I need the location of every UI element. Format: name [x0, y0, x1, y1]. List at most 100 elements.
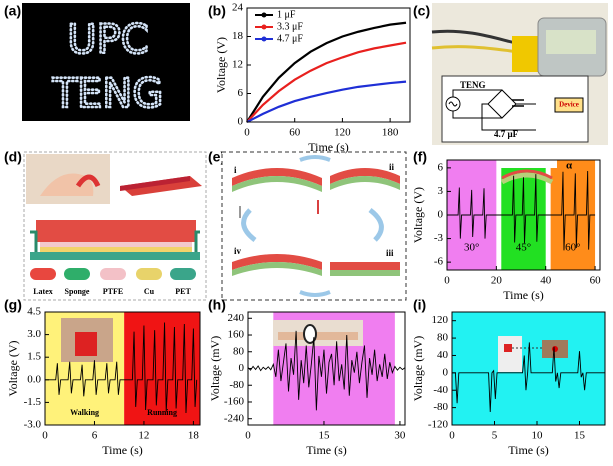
x-tick-label: 18	[188, 430, 200, 442]
x-tick-label: 0	[42, 430, 48, 442]
y-axis-label: Voltage (mV)	[208, 336, 222, 401]
panel-label: (e)	[208, 149, 225, 165]
y-tick-label: 160	[228, 329, 245, 341]
x-tick-label: 0	[449, 430, 455, 442]
material-label: Latex	[33, 287, 53, 296]
y-axis-label: Voltage (mV)	[411, 336, 425, 401]
x-tick-label: 30	[394, 430, 406, 442]
data-line	[447, 170, 596, 251]
y-tick-label: -3.0	[24, 419, 42, 431]
panel-label: (i)	[413, 297, 426, 313]
region-label: Walking	[70, 408, 99, 417]
y-tick-label: -80	[229, 379, 244, 391]
x-tick-label: 12	[138, 430, 149, 442]
y-tick-label: 0	[438, 209, 444, 221]
region-label: Running	[147, 408, 177, 417]
x-tick-label: 60	[289, 127, 301, 139]
data-line	[246, 41, 407, 123]
y-tick-label: 80	[233, 345, 245, 357]
x-tick-label: 5	[492, 430, 498, 442]
led-text: UPC	[67, 17, 148, 63]
x-tick-label: 0	[244, 127, 250, 139]
circuit-label: Device	[559, 101, 579, 109]
x-tick-label: 180	[382, 127, 399, 139]
x-tick-label: 60	[590, 275, 602, 287]
photo-a	[22, 3, 190, 121]
material-label: PTFE	[103, 287, 123, 296]
data-line	[246, 21, 407, 123]
legend-label: 1 μF	[277, 9, 296, 20]
y-tick-label: -40	[433, 384, 448, 396]
y-tick-label: 0	[238, 116, 244, 128]
diagram-d	[23, 151, 207, 301]
x-tick-label: 40	[540, 275, 552, 287]
y-tick-label: 1.5	[27, 351, 41, 363]
inset-photo	[75, 332, 97, 356]
y-tick-label: 3.0	[27, 328, 41, 340]
data-line	[247, 330, 406, 411]
step-label: iii	[386, 248, 394, 258]
region-label: 60°	[565, 242, 580, 254]
plot-frame	[451, 311, 606, 426]
y-tick-label: 6	[438, 161, 444, 173]
legend-label: 3.3 μF	[277, 21, 303, 32]
y-tick-label: -240	[224, 412, 245, 424]
material-label: Sponge	[65, 287, 90, 296]
x-tick-label: 0	[245, 430, 251, 442]
step-label: ii	[389, 162, 395, 172]
y-tick-label: -80	[433, 401, 448, 413]
x-tick-label: 10	[532, 430, 544, 442]
panel-label: (h)	[208, 297, 226, 313]
legend-swatch	[261, 24, 267, 30]
material-label: Cu	[144, 287, 155, 296]
data-line	[246, 80, 407, 123]
y-axis-label: Voltage (V)	[411, 187, 425, 243]
circuit-label: 4.7 μF	[494, 129, 519, 139]
legend-label: 4.7 μF	[277, 33, 303, 44]
plot-frame	[44, 311, 201, 426]
legend-swatch	[261, 36, 267, 42]
y-axis-label: Voltage (V)	[214, 37, 228, 93]
inset-photo	[498, 336, 522, 372]
region	[124, 312, 200, 425]
panel-label: (g)	[4, 297, 22, 313]
y-tick-label: 3	[438, 185, 444, 197]
inset-bg	[499, 160, 557, 168]
y-tick-label: 0	[239, 362, 245, 374]
region	[452, 312, 605, 425]
y-tick-label: 18	[232, 30, 244, 42]
y-tick-label: -120	[428, 419, 449, 431]
x-tick-label: 0	[444, 275, 450, 287]
x-tick-label: 6	[92, 430, 98, 442]
x-axis-label: Time (s)	[308, 140, 349, 154]
panel-label: (a)	[4, 3, 21, 19]
y-tick-label: -160	[224, 396, 245, 408]
inset-photo	[552, 346, 558, 352]
panel-label: (f)	[413, 149, 427, 165]
y-tick-label: 40	[437, 349, 449, 361]
y-tick-label: 6	[238, 87, 244, 99]
led-text: TENG	[52, 71, 164, 117]
y-tick-label: 4.5	[27, 306, 41, 318]
x-tick-label: 15	[574, 430, 586, 442]
inset-photo	[504, 344, 512, 352]
y-axis-label: Voltage (V)	[6, 340, 20, 396]
inset-arc	[501, 169, 553, 180]
data-line	[452, 342, 605, 412]
step-label: i	[234, 165, 237, 175]
legend-swatch	[261, 12, 267, 18]
step-label: iv	[234, 246, 242, 256]
y-tick-label: 0.0	[27, 373, 41, 385]
circuit-label: TENG	[460, 80, 486, 90]
x-axis-label: Time (s)	[503, 288, 544, 302]
y-tick-label: 80	[437, 332, 449, 344]
region-label: 45°	[516, 242, 531, 254]
panel-label: (d)	[4, 149, 22, 165]
diagram-e	[221, 151, 407, 301]
inset-arc	[500, 172, 554, 185]
x-axis-label: Time (s)	[508, 443, 549, 457]
x-axis-label: Time (s)	[102, 443, 143, 457]
y-tick-label: 0	[443, 366, 449, 378]
